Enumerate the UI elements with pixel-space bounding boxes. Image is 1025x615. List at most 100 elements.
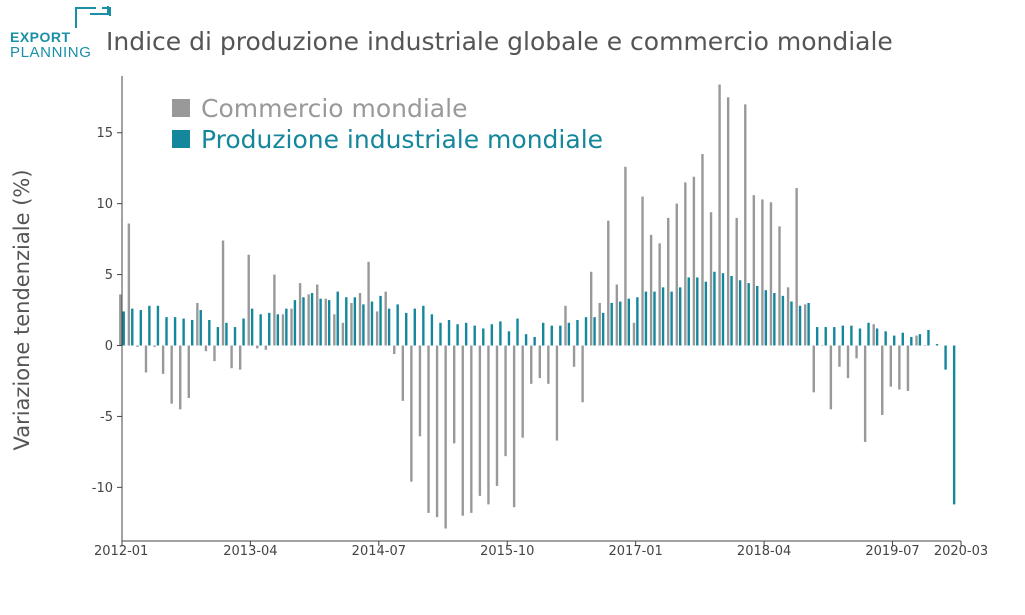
bar xyxy=(572,345,576,367)
bar xyxy=(910,337,913,346)
bar xyxy=(684,182,687,346)
bar xyxy=(350,302,353,346)
bar xyxy=(148,305,151,346)
bar xyxy=(627,298,631,346)
bar xyxy=(530,345,533,384)
bar xyxy=(393,345,396,355)
bar xyxy=(593,317,596,346)
bar xyxy=(507,331,511,346)
bar xyxy=(187,345,190,398)
bar xyxy=(641,196,644,346)
bar xyxy=(410,345,413,482)
x-tick-label: 2017-01 xyxy=(609,544,663,559)
bar xyxy=(512,345,516,508)
bar xyxy=(362,304,365,346)
bar xyxy=(213,345,216,362)
bar xyxy=(821,345,824,347)
bar xyxy=(264,345,268,350)
bar xyxy=(696,277,699,346)
bar xyxy=(430,314,434,346)
bar xyxy=(464,322,468,346)
bar xyxy=(858,328,862,346)
bar xyxy=(302,297,305,346)
bar xyxy=(667,217,670,346)
bar xyxy=(221,240,225,346)
bar xyxy=(456,324,459,346)
bar xyxy=(589,271,593,346)
bar xyxy=(230,345,233,369)
bar xyxy=(615,284,619,346)
bar xyxy=(256,345,259,349)
bar xyxy=(790,301,793,346)
bar xyxy=(824,327,827,346)
bar xyxy=(713,271,716,346)
x-tick-label: 2015-10 xyxy=(480,544,534,559)
bar xyxy=(927,329,930,346)
x-tick-label: 2020-03 xyxy=(934,544,988,559)
bar xyxy=(439,322,442,346)
logo-planning-text: PLANNING xyxy=(10,44,92,61)
bar xyxy=(533,337,536,346)
bar xyxy=(196,302,199,346)
bar xyxy=(204,345,208,352)
bar xyxy=(756,285,759,346)
bar xyxy=(298,283,302,346)
bar xyxy=(345,297,348,346)
bar xyxy=(170,345,173,404)
y-tick-label: 0 xyxy=(105,339,113,354)
bar xyxy=(555,345,559,441)
bar xyxy=(370,301,374,346)
bar xyxy=(538,345,541,379)
bar xyxy=(944,345,947,370)
bar xyxy=(807,302,810,346)
bar xyxy=(730,276,733,346)
bar xyxy=(242,318,245,346)
bar xyxy=(607,220,610,346)
bar xyxy=(935,344,939,346)
bar xyxy=(881,345,884,416)
bar xyxy=(687,277,690,346)
bar xyxy=(747,283,750,346)
bar xyxy=(653,291,656,346)
bar xyxy=(470,345,473,513)
legend-label: Commercio mondiale xyxy=(201,94,467,123)
bar xyxy=(875,328,879,346)
bar xyxy=(405,312,408,346)
bar xyxy=(786,287,790,346)
bar xyxy=(709,212,713,346)
x-tick-label: 2019-07 xyxy=(865,544,919,559)
bar xyxy=(564,305,567,346)
bar xyxy=(893,335,896,346)
bar xyxy=(764,290,767,346)
bar xyxy=(418,345,422,437)
bar xyxy=(701,154,704,346)
bar xyxy=(576,319,579,346)
bar xyxy=(384,291,387,346)
bar xyxy=(259,314,262,346)
bar xyxy=(658,243,661,346)
bar xyxy=(461,345,464,516)
bar xyxy=(165,317,168,346)
bar xyxy=(238,345,242,370)
bar xyxy=(478,345,482,496)
bar xyxy=(131,308,134,346)
bar xyxy=(838,345,841,367)
bar xyxy=(718,84,721,346)
bar xyxy=(812,345,815,393)
bar xyxy=(738,280,742,346)
logo-export-text: EXPORT xyxy=(10,29,71,45)
bar xyxy=(619,301,622,346)
bar xyxy=(901,332,904,346)
y-tick-label: -10 xyxy=(92,481,113,496)
legend-swatch xyxy=(172,99,190,117)
bar xyxy=(795,188,798,346)
bar xyxy=(247,254,250,346)
bar xyxy=(435,345,439,518)
bar xyxy=(761,199,764,346)
bar xyxy=(678,287,682,346)
bar xyxy=(139,310,143,346)
bar xyxy=(319,298,322,346)
bar xyxy=(136,345,139,347)
bar xyxy=(567,322,571,346)
bar xyxy=(726,97,730,346)
